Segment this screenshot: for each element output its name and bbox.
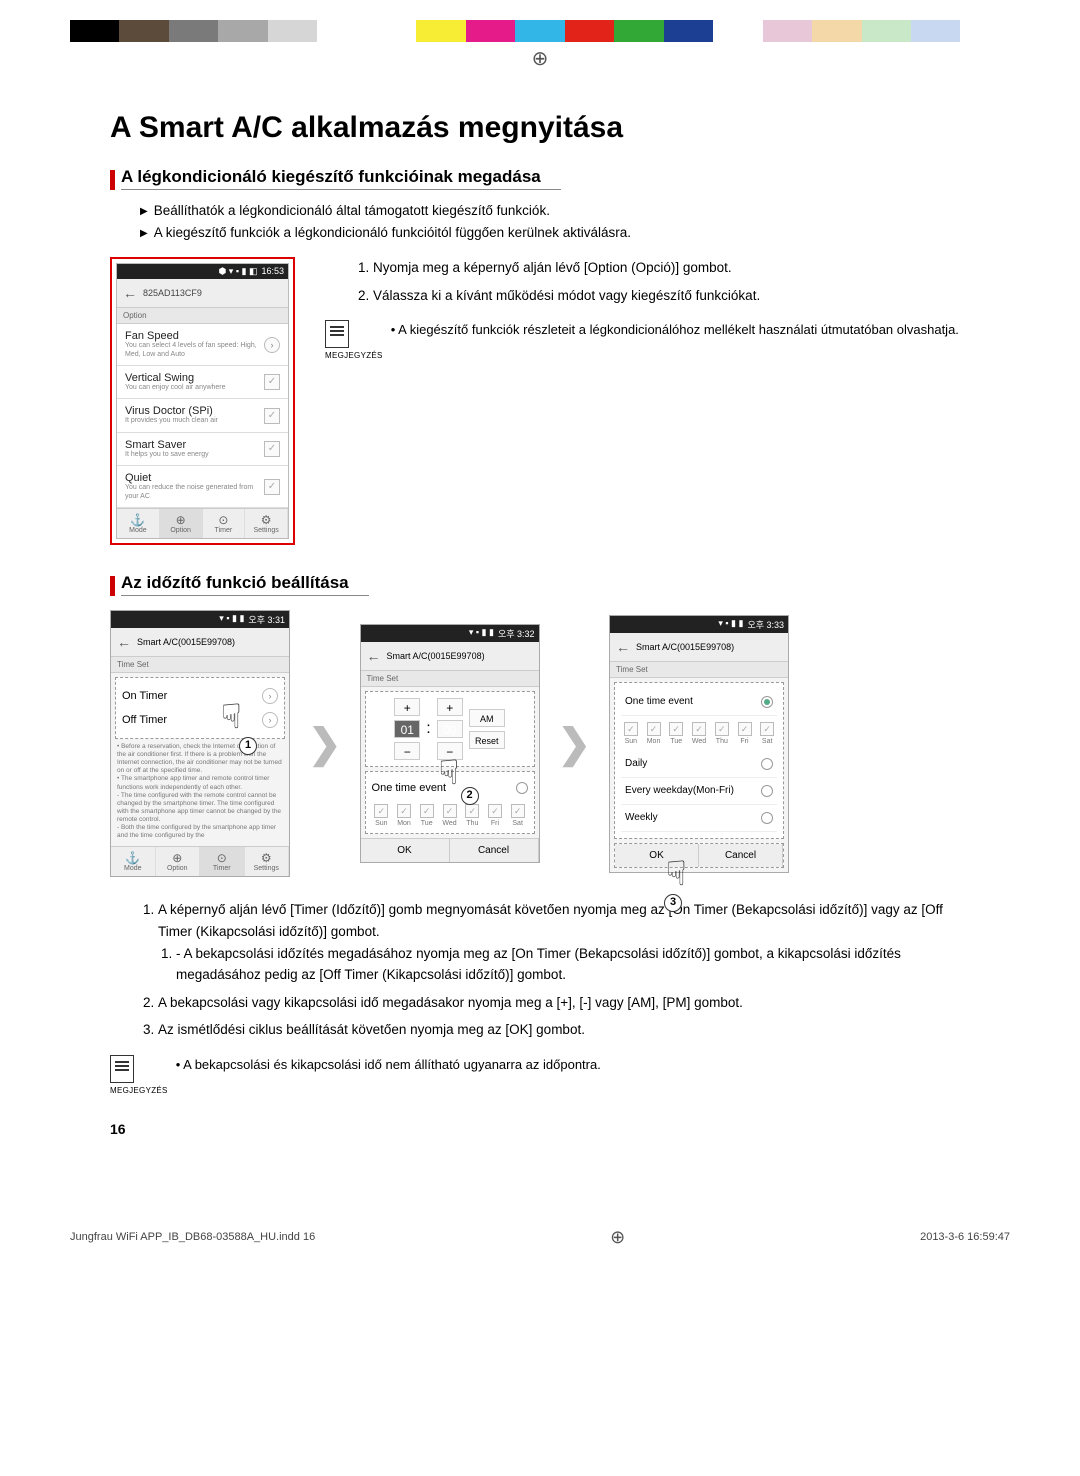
section-1-heading: A légkondicionáló kiegészítő funkcióinak… <box>110 167 970 190</box>
nav-option[interactable]: ⊕Option <box>156 847 201 876</box>
section-2-heading: Az időzítő funkció beállítása <box>110 573 970 596</box>
minus-button[interactable]: − <box>437 742 463 760</box>
page-number: 16 <box>110 1121 970 1137</box>
day-thu[interactable]: ✓Thu <box>465 804 479 827</box>
screenshot-timer-repeat: ▾ ▪ ▮ ▮오후 3:33 ←Smart A/C(0015E99708) Ti… <box>609 615 789 873</box>
nav-mode[interactable]: ⚓Mode <box>111 847 156 876</box>
day-tue[interactable]: ✓Tue <box>420 804 434 827</box>
nav-mode[interactable]: ⚓Mode <box>117 509 160 538</box>
titlebar: ←825AD113CF9 <box>117 279 288 308</box>
section-1-bullets: Beállíthatók a légkondicionáló által tám… <box>140 200 970 243</box>
cancel-button[interactable]: Cancel <box>450 839 539 862</box>
day-wed[interactable]: ✓Wed <box>692 722 706 745</box>
ampm-button[interactable]: AM <box>469 709 505 727</box>
nav-settings[interactable]: ⚙Settings <box>245 847 290 876</box>
back-icon[interactable]: ← <box>616 639 630 655</box>
nav-settings[interactable]: ⚙Settings <box>245 509 288 538</box>
minus-button[interactable]: − <box>394 742 420 760</box>
ok-button[interactable]: OK <box>615 844 699 867</box>
note-1: MEGJEGYZÉS • A kiegészítő funkciók részl… <box>325 320 970 362</box>
freq-weekday[interactable]: Every weekday(Mon-Fri) <box>621 778 777 805</box>
day-tue[interactable]: ✓Tue <box>669 722 683 745</box>
nav-timer[interactable]: ⊙Timer <box>200 847 245 876</box>
option-row[interactable]: Fan SpeedYou can select 4 levels of fan … <box>117 324 288 366</box>
ok-button[interactable]: OK <box>361 839 450 862</box>
callout-3: 3 <box>664 894 682 912</box>
chevron-right-icon: ❯ <box>308 721 342 767</box>
option-row[interactable]: QuietYou can reduce the noise generated … <box>117 466 288 508</box>
callout-2: 2 <box>461 787 479 805</box>
day-mon[interactable]: ✓Mon <box>647 722 661 745</box>
page-title: A Smart A/C alkalmazás megnyitása <box>110 111 970 145</box>
note-2: MEGJEGYZÉS • A bekapcsolási és kikapcsol… <box>110 1055 970 1097</box>
plus-button[interactable]: + <box>437 698 463 716</box>
day-fri[interactable]: ✓Fri <box>738 722 752 745</box>
register-mark-bottom: ⊕ <box>610 1227 625 1248</box>
steps-1: Nyomja meg a képernyő alján lévő [Option… <box>355 257 970 306</box>
nav-option[interactable]: ⊕Option <box>160 509 203 538</box>
day-sat[interactable]: ✓Sat <box>511 804 525 827</box>
day-sun[interactable]: ✓Sun <box>624 722 638 745</box>
day-fri[interactable]: ✓Fri <box>488 804 502 827</box>
option-row[interactable]: Smart SaverIt helps you to save energy✓ <box>117 433 288 466</box>
off-timer-row[interactable]: Off Timer› <box>122 708 278 732</box>
callout-1: 1 <box>239 737 257 755</box>
back-icon[interactable]: ← <box>123 285 137 301</box>
reset-button[interactable]: Reset <box>469 731 505 749</box>
option-row[interactable]: Virus Doctor (SPi)It provides you much c… <box>117 399 288 432</box>
screenshot-timer-set-time: ▾ ▪ ▮ ▮오후 3:32 ←Smart A/C(0015E99708) Ti… <box>360 624 540 863</box>
back-icon[interactable]: ← <box>367 648 381 664</box>
freq-one-time[interactable]: One time event <box>621 689 777 716</box>
option-row[interactable]: Vertical SwingYou can enjoy cool air any… <box>117 366 288 399</box>
print-color-bar <box>70 20 1010 42</box>
freq-weekly[interactable]: Weekly <box>621 805 777 832</box>
timer-screenshots-row: ▾ ▪ ▮ ▮오후 3:31 ←Smart A/C(0015E99708) Ti… <box>110 610 970 878</box>
screenshot-timer-select: ▾ ▪ ▮ ▮오후 3:31 ←Smart A/C(0015E99708) Ti… <box>110 610 290 878</box>
chevron-right-icon: ❯ <box>558 721 592 767</box>
steps-2: A képernyő alján lévő [Timer (Időzítő)] … <box>140 899 970 1041</box>
nav-timer[interactable]: ⊙Timer <box>203 509 246 538</box>
day-wed[interactable]: ✓Wed <box>442 804 456 827</box>
cancel-button[interactable]: Cancel <box>699 844 783 867</box>
back-icon[interactable]: ← <box>117 634 131 650</box>
screenshot-options: ⬢ ▾ ▪ ▮ ◧16:53 ←825AD113CF9 Option Fan S… <box>110 257 295 545</box>
plus-button[interactable]: + <box>394 698 420 716</box>
day-sat[interactable]: ✓Sat <box>760 722 774 745</box>
day-mon[interactable]: ✓Mon <box>397 804 411 827</box>
register-mark-top: ⊕ <box>0 46 1080 71</box>
print-footer: Jungfrau WiFi APP_IB_DB68-03588A_HU.indd… <box>70 1227 1010 1248</box>
note-icon <box>325 320 349 348</box>
note-icon <box>110 1055 134 1083</box>
freq-daily[interactable]: Daily <box>621 751 777 778</box>
day-thu[interactable]: ✓Thu <box>715 722 729 745</box>
day-sun[interactable]: ✓Sun <box>374 804 388 827</box>
on-timer-row[interactable]: On Timer› <box>122 684 278 708</box>
